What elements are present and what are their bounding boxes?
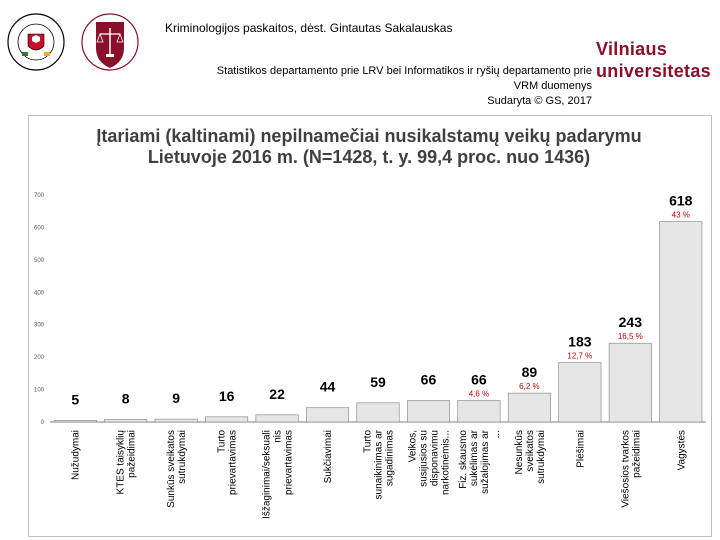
data-label: 89 [522, 364, 538, 380]
category-label-line: Nužudymai [71, 430, 82, 480]
category-label-line: Turto [217, 430, 228, 453]
category-label-line: Veikos, [407, 430, 418, 462]
category-label: Turto sunaikinimas ar sugadinimas [363, 429, 396, 499]
bar [306, 407, 350, 423]
category-label-line: sužalojimas ar [480, 429, 491, 494]
data-label: 243 [619, 314, 643, 330]
category-label-line: Vagystės [676, 430, 687, 470]
data-label: 8 [122, 390, 130, 406]
y-tick-label: 0 [41, 420, 45, 426]
percent-label: 43 % [672, 211, 690, 220]
category-label: Vagystės [676, 430, 687, 470]
data-label: 9 [172, 390, 180, 406]
y-tick-label: 400 [34, 290, 45, 296]
university-seal-logo [6, 6, 66, 78]
category-label-line: Sunkūs sveikatos [166, 430, 177, 508]
percent-label: 4,6 % [469, 390, 489, 399]
y-tick-label: 700 [34, 193, 45, 199]
category-label-line: Plėšimai [575, 430, 586, 468]
bar [154, 418, 198, 423]
data-source-block: Statistikos departamento prie LRV bei In… [112, 64, 592, 109]
category-label-line: prievartavimas [228, 430, 239, 495]
data-label: 16 [219, 388, 235, 404]
data-label: 59 [370, 374, 386, 390]
y-tick-label: 500 [34, 258, 45, 264]
category-label: Plėšimai [575, 430, 586, 468]
bar [507, 392, 551, 423]
y-tick-label: 200 [34, 355, 45, 361]
source-line-1: Statistikos departamento prie LRV bei In… [216, 65, 592, 77]
category-label-line: Išžaginimai/seksuali [262, 430, 273, 519]
data-label: 618 [669, 193, 693, 209]
data-label: 44 [320, 379, 336, 395]
category-label-line: sukėlimas ar [469, 429, 480, 486]
chart-title-line-2: Lietuvoje 2016 m. (N=1428, t. y. 99,4 pr… [147, 147, 591, 167]
data-label: 183 [568, 334, 592, 350]
chart-title-line-1: Įtariami (kaltinami) nepilnamečiai nusik… [96, 126, 642, 146]
category-label: Veikos, susijusios su disponavimu narkotinė… [407, 430, 451, 495]
copyright-line: Sudaryta © GS, 2017 [487, 95, 592, 107]
category-label: Nesunkūs sveikatos sutrukdymai [514, 430, 547, 484]
category-label-line: disponavimu [429, 430, 440, 486]
category-label-line: sutrukdymai [536, 430, 547, 484]
bar [558, 362, 602, 423]
data-label: 66 [421, 372, 437, 388]
category-label-line: pažeidimai [631, 430, 642, 478]
category-label: Nužudymai [71, 430, 82, 480]
chart-title: Įtariami (kaltinami) nepilnamečiai nusik… [28, 126, 710, 168]
source-line-2: VRM duomenys [513, 80, 592, 92]
bar [104, 419, 148, 423]
vilnius-university-wordmark: Vilniaus universitetas [596, 38, 711, 82]
category-label-line: pažeidimai [127, 430, 138, 478]
category-label-line: prievartavimas [284, 430, 295, 495]
category-label-line: susijusios su [418, 430, 429, 487]
bar [406, 400, 450, 423]
category-label: Viešosios tvarkos pažeidimai [620, 430, 642, 508]
category-label-line: nis [273, 430, 284, 443]
course-header: Kriminologijos paskaitos, dėst. Gintauta… [165, 21, 453, 35]
category-label-line: Viešosios tvarkos [620, 430, 631, 508]
category-label: KTES taisyklių pažeidimai [116, 430, 138, 495]
category-label-line: ... [491, 430, 502, 438]
data-label: 22 [269, 386, 285, 402]
wordmark-line-1: Vilniaus [596, 39, 668, 59]
y-tick-label: 600 [34, 225, 45, 231]
category-label: Išžaginimai/seksuali nis prievartavimas [262, 430, 295, 519]
category-label-line: sutrukdymai [177, 430, 188, 484]
category-label: Fiz. skausmo sukėlimas ar sužalojimas ar..… [458, 429, 502, 494]
category-label-line: sunaikinimas ar [374, 429, 385, 499]
category-label-line: sugadinimas [385, 430, 396, 486]
category-label-line: Fiz. skausmo [458, 430, 469, 489]
bar [457, 400, 501, 423]
category-label-line: narkotinėmis... [440, 430, 451, 495]
category-label-line: Turto [363, 430, 374, 453]
faculty-shield-logo [80, 6, 140, 78]
percent-label: 6,2 % [519, 382, 539, 391]
percent-label: 12,7 % [567, 352, 592, 361]
percent-label: 16,5 % [618, 332, 643, 341]
category-label-line: Nesunkūs [514, 430, 525, 474]
bar [53, 420, 97, 423]
category-label-line: KTES taisyklių [116, 430, 127, 495]
bar [608, 342, 652, 423]
category-label: Turto prievartavimas [217, 430, 239, 495]
wordmark-line-2: universitetas [596, 61, 711, 81]
bar [356, 402, 400, 423]
chart-frame [28, 115, 712, 537]
y-tick-label: 300 [34, 323, 45, 329]
data-label: 66 [471, 372, 487, 388]
category-label: Sukčiavimai [323, 430, 334, 483]
data-label: 5 [71, 391, 79, 407]
category-label: Sunkūs sveikatos sutrukdymai [166, 430, 188, 508]
category-label-line: sveikatos [525, 430, 536, 472]
y-tick-label: 100 [34, 388, 45, 394]
bar [255, 414, 299, 423]
category-label-line: Sukčiavimai [323, 430, 334, 483]
bar [205, 416, 249, 423]
bar [659, 221, 703, 423]
